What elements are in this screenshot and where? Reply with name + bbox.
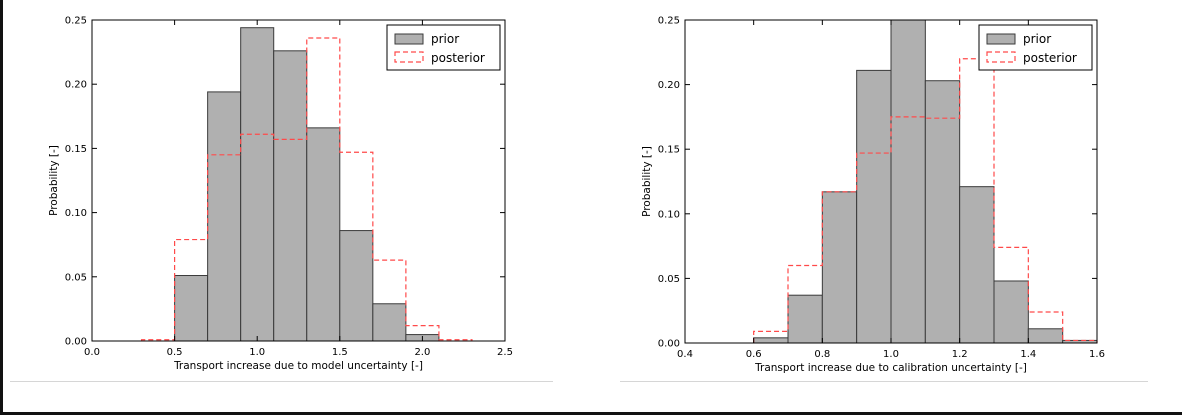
y-tick-label: 0.25: [65, 16, 87, 27]
legend-posterior-label: posterior: [431, 51, 485, 65]
x-tick-label: 1.2: [952, 349, 968, 360]
y-axis-label: Probability [-]: [641, 146, 653, 217]
x-tick-label: 0.5: [167, 347, 183, 358]
legend-prior-label: prior: [1023, 32, 1051, 46]
left-figure-divider: [10, 381, 553, 382]
x-tick-label: 0.0: [84, 347, 100, 358]
prior-bar: [959, 186, 995, 344]
posterior-step-line: [753, 58, 1098, 343]
y-axis-label: Probability [-]: [48, 145, 60, 216]
x-axis-label: Transport increase due to model uncertai…: [173, 360, 423, 372]
x-axis-label: Transport increase due to calibration un…: [754, 362, 1027, 374]
y-tick-label: 0.15: [658, 145, 680, 156]
legend-posterior-swatch: [394, 51, 424, 63]
x-tick-label: 2.0: [414, 347, 430, 358]
legend-posterior-swatch: [986, 51, 1016, 63]
legend-box: [386, 24, 501, 71]
prior-bar: [924, 80, 961, 344]
prior-bar: [787, 294, 823, 344]
prior-bar: [1027, 328, 1064, 344]
y-tick-label: 0.00: [65, 337, 87, 348]
y-tick-label: 0.05: [65, 272, 87, 283]
prior-bar: [993, 280, 1029, 344]
right-figure-divider: [620, 381, 1148, 382]
legend-posterior-label: posterior: [1023, 51, 1077, 65]
y-tick-label: 0.00: [658, 339, 680, 350]
y-tick-label: 0.10: [65, 208, 87, 219]
prior-bar: [207, 91, 242, 342]
model-uncertainty-chart: 0.0 0.5 1.0 1.5 2.0 2.5 0.00 0.05 0.10 0.15 0.20 0.…: [48, 16, 513, 373]
prior-bar: [174, 275, 209, 342]
axes-frame: [91, 19, 506, 342]
prior-bar: [240, 27, 275, 342]
legend-box: [978, 24, 1093, 71]
prior-bar: [306, 127, 341, 342]
calibration-uncertainty-chart: 0.4 0.6 0.8 1.0 1.2 1.4 1.6 0.00 0.05 0.10 0.15 0.2…: [641, 16, 1105, 375]
posterior-step-line: [140, 37, 473, 341]
prior-bar: [890, 19, 926, 344]
x-tick-label: 1.6: [1089, 349, 1105, 360]
y-tick-label: 0.15: [65, 144, 87, 155]
x-tick-label: 1.4: [1020, 349, 1036, 360]
y-tick-label: 0.20: [658, 80, 680, 91]
legend-prior-label: prior: [431, 32, 459, 46]
prior-bar: [821, 191, 858, 344]
y-tick-label: 0.20: [65, 80, 87, 91]
page-bottom-border: [0, 412, 1182, 415]
prior-bar: [339, 230, 374, 342]
y-tick-label: 0.10: [658, 209, 680, 220]
x-tick-label: 2.5: [497, 347, 513, 358]
x-tick-label: 1.0: [883, 349, 899, 360]
x-tick-label: 1.5: [332, 347, 348, 358]
x-tick-label: 0.8: [814, 349, 830, 360]
prior-bar: [372, 303, 407, 342]
x-tick-label: 1.0: [249, 347, 265, 358]
x-tick-label: 0.4: [677, 349, 693, 360]
prior-bar: [856, 69, 892, 344]
prior-bar: [273, 50, 308, 342]
legend-prior-swatch: [986, 33, 1016, 45]
legend-prior-swatch: [394, 33, 424, 45]
prior-bar: [753, 337, 789, 344]
page-left-border: [0, 0, 3, 414]
x-tick-label: 0.6: [746, 349, 762, 360]
y-tick-label: 0.05: [658, 274, 680, 285]
y-tick-label: 0.25: [658, 16, 680, 27]
